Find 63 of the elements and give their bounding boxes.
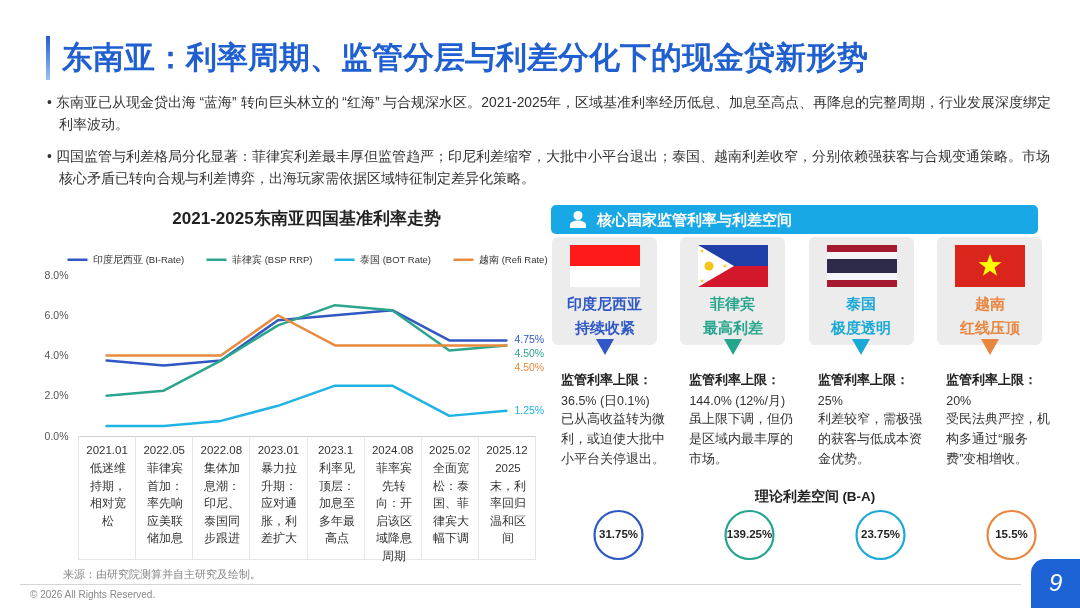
x-tick-label: 2023.1 bbox=[317, 443, 354, 456]
text: 东南亚：利率周期、监管分层与利差分化下的现金贷新形势 bbox=[62, 39, 868, 77]
text: 低迷维持期，相对宽松 bbox=[89, 461, 128, 529]
line-series bbox=[105, 384, 508, 428]
legend-label: 泰国 (BOT Rate) bbox=[360, 253, 432, 265]
text: 虽上限下调，但仍是区域内最丰厚的市场。 bbox=[689, 411, 795, 468]
x-tick-label: 2022.05 bbox=[143, 443, 185, 456]
text: 监管利率上限： bbox=[946, 371, 1038, 389]
text: 20% bbox=[946, 393, 972, 410]
text: 持续收紧 bbox=[573, 319, 636, 337]
text: 暴力拉升期：应对通胀，利差扩大 bbox=[260, 461, 299, 546]
text: 144.0% (12%/月) bbox=[689, 393, 786, 410]
text: 23.75% bbox=[860, 528, 901, 540]
y-tick-label: 0.0% bbox=[44, 429, 69, 442]
text: 菲率宾先转向：开启该区域降息周期 bbox=[374, 461, 413, 564]
text: 监管利率上限： bbox=[561, 371, 652, 389]
legend-label: 菲律宾 (BSP RRP) bbox=[232, 253, 313, 265]
text: © 2026 All Rights Reserved. bbox=[30, 588, 156, 601]
y-tick-label: 2.0% bbox=[44, 389, 69, 402]
text: 2025末，利率回归温和区间 bbox=[488, 461, 527, 546]
text: 核心国家监管利率与利差空间 bbox=[597, 210, 792, 230]
chart-title: 2021-2025东南亚四国基准利率走势 bbox=[172, 209, 441, 228]
text: 利率见顶层：加息至多年最高点 bbox=[317, 461, 356, 546]
y-tick-label: 6.0% bbox=[44, 308, 69, 321]
text: 受民法典严控，机构多通过“服务费”变相增收。 bbox=[946, 411, 1052, 468]
data-label: 1.25% bbox=[514, 403, 545, 416]
category-label: 菲律宾 bbox=[709, 295, 757, 313]
text: • 东南亚已从现金贷出海 “蓝海” 转向巨头林立的 “红海” 与合规深水区。2021-2025年，区域基准利率经历低息、加息至高点、再降息的完整周期，行业发展深度绑定利率波动。 bbox=[47, 94, 1053, 134]
text: • 四国监管与利差格局分化显著：菲律宾利差最丰厚但监管趋严；印尼利差缩窄，大批中小平台退出；泰国、越南利差收窄，分别依赖强获客与合规变通策略。市场核心矛盾已转向合规与利差博弈，出海玩家需依据区域特征制定差异化策略。 bbox=[47, 148, 1051, 188]
data-label: 4.50% bbox=[514, 347, 545, 360]
x-tick-label: 2025.12 bbox=[486, 443, 528, 456]
text: 利差较窄，需极强的获客与低成本资金优势。 bbox=[817, 411, 923, 468]
text: 15.5% bbox=[995, 528, 1028, 540]
text: 菲律宾首加：率先响应美联储加息 bbox=[146, 461, 185, 546]
text: 31.75% bbox=[598, 528, 639, 540]
category-label: 越南 bbox=[973, 295, 1006, 313]
x-tick-label: 2024.08 bbox=[371, 443, 414, 456]
text: 已从高收益转为微利，或迫使大批中小平台关停退出。 bbox=[561, 411, 666, 468]
text: 极度透明 bbox=[829, 319, 893, 337]
text: 9 bbox=[1049, 569, 1063, 597]
data-label: 4.50% bbox=[514, 361, 545, 374]
y-tick-label: 8.0% bbox=[44, 268, 69, 281]
legend-label: 越南 (Refi Rate) bbox=[479, 253, 548, 265]
data-label: 4.75% bbox=[514, 333, 545, 346]
text: 红线压顶 bbox=[958, 319, 1021, 337]
x-tick-label: 2025.02 bbox=[429, 443, 471, 456]
text: 集体加息潮：印尼、泰国同步跟进 bbox=[203, 461, 242, 546]
category-label: 泰国 bbox=[845, 295, 878, 313]
text: 最高利差 bbox=[701, 319, 764, 337]
legend-label: 印度尼西亚 (BI-Rate) bbox=[93, 253, 185, 265]
category-label: 印度尼西亚 bbox=[566, 295, 643, 313]
text: 139.25% bbox=[726, 528, 773, 540]
text: 监管利率上限： bbox=[817, 371, 909, 389]
text: 25% bbox=[817, 393, 843, 410]
text: 监管利率上限： bbox=[689, 371, 781, 389]
source-note: 来源：由研究院测算并自主研究及绘制。 bbox=[63, 567, 261, 581]
x-tick-label: 2021.01 bbox=[86, 443, 128, 456]
y-tick-label: 4.0% bbox=[44, 349, 69, 361]
x-tick-label: 2022.08 bbox=[200, 443, 243, 456]
text: 36.5% (日0.1%) bbox=[561, 393, 650, 410]
text: 全面宽松：泰国、菲律宾大幅下调 bbox=[431, 461, 470, 546]
x-tick-label: 2023.01 bbox=[257, 443, 300, 456]
text: 理论利差空间 (B-A) bbox=[753, 488, 876, 505]
